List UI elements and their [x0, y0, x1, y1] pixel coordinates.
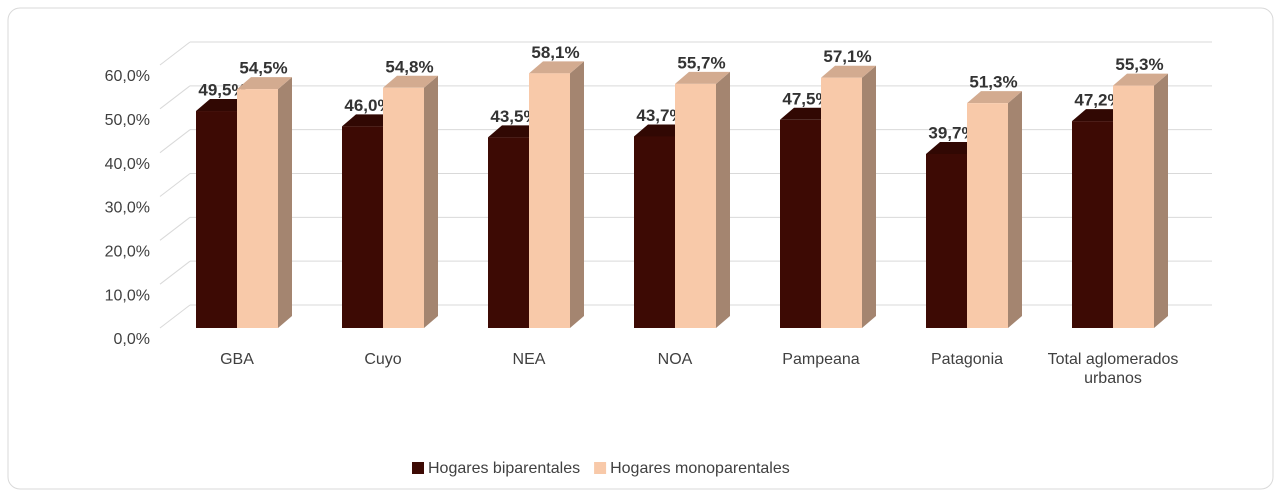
value-label: 51,3% — [969, 73, 1017, 92]
bar — [237, 89, 278, 328]
value-label: 39,7% — [928, 123, 976, 142]
value-label: 54,8% — [385, 57, 433, 76]
x-tick-label: NEA — [512, 351, 546, 368]
value-label: 43,5% — [490, 107, 538, 126]
value-label: 49,5% — [198, 81, 246, 100]
value-label: 43,7% — [636, 106, 684, 125]
bar-top — [821, 65, 876, 78]
value-label: 47,2% — [1074, 91, 1122, 110]
value-label: 55,7% — [677, 53, 725, 72]
y-tick-label: 50,0% — [105, 112, 150, 129]
x-tick-label-box: NOA — [657, 351, 693, 368]
bar-top — [529, 61, 584, 74]
grid-line-side — [159, 173, 191, 197]
y-tick-label: 20,0% — [105, 244, 150, 261]
bar-top — [1113, 73, 1168, 86]
x-tick-label: Patagonia — [930, 351, 1004, 368]
value-label: 47,5% — [782, 89, 830, 108]
bar — [780, 119, 821, 329]
grid-line-side — [159, 304, 191, 329]
x-tick-label-box: NEA — [512, 351, 546, 368]
bar — [196, 111, 237, 329]
bar-top — [383, 75, 438, 88]
grid-line-side — [159, 260, 191, 285]
x-tick-label-box: Cuyo — [364, 351, 402, 368]
bar-side — [1154, 73, 1168, 328]
y-tick-label: 60,0% — [105, 68, 150, 85]
x-tick-label-box: Pampeana — [782, 351, 860, 368]
value-label: 58,1% — [531, 43, 579, 62]
bar — [383, 87, 424, 328]
x-tick-label-box: Patagonia — [930, 351, 1004, 368]
y-tick-label: 30,0% — [105, 200, 150, 217]
x-tick-label: GBA — [220, 351, 254, 368]
grid-line-side — [159, 129, 191, 154]
value-label: 54,5% — [239, 59, 287, 78]
bar — [1113, 85, 1154, 328]
x-tick-label: Cuyo — [364, 351, 402, 368]
legend-swatch — [594, 462, 607, 474]
bar — [488, 137, 529, 328]
bar-top — [967, 91, 1022, 104]
bar-side — [570, 61, 584, 328]
x-tick-label-box: Total aglomerados urbanos — [1047, 351, 1179, 387]
x-tick-label: Total aglomerados urbanos — [1047, 351, 1179, 387]
bar — [821, 77, 862, 328]
bar-side — [278, 77, 292, 328]
y-tick-label: 40,0% — [105, 156, 150, 173]
y-tick-label: 0,0% — [114, 331, 150, 348]
x-tick-label: NOA — [657, 351, 693, 368]
y-tick-label: 10,0% — [105, 287, 150, 304]
bar-top — [237, 77, 292, 90]
grid-line-side — [159, 41, 191, 66]
bar — [1072, 121, 1113, 329]
x-tick-label: Pampeana — [782, 351, 860, 368]
bar — [342, 126, 383, 328]
value-label: 46,0% — [344, 96, 392, 115]
bar-side — [1008, 91, 1022, 328]
bar-side — [716, 71, 730, 329]
value-label: 55,3% — [1115, 55, 1163, 74]
bar — [634, 136, 675, 328]
bar — [529, 73, 570, 328]
bar-top — [675, 71, 730, 84]
bar-side — [862, 65, 876, 328]
bar — [675, 83, 716, 329]
bar — [926, 153, 967, 328]
bar-side — [424, 75, 438, 328]
legend-label: Hogares monoparentales — [610, 460, 790, 477]
grid-line-side — [159, 85, 191, 110]
x-tick-label-box: GBA — [220, 351, 254, 368]
bar — [967, 103, 1008, 328]
grid-line-side — [159, 216, 191, 241]
legend-label: Hogares biparentales — [428, 460, 580, 477]
value-label: 57,1% — [823, 47, 871, 66]
legend-swatch — [412, 462, 424, 474]
